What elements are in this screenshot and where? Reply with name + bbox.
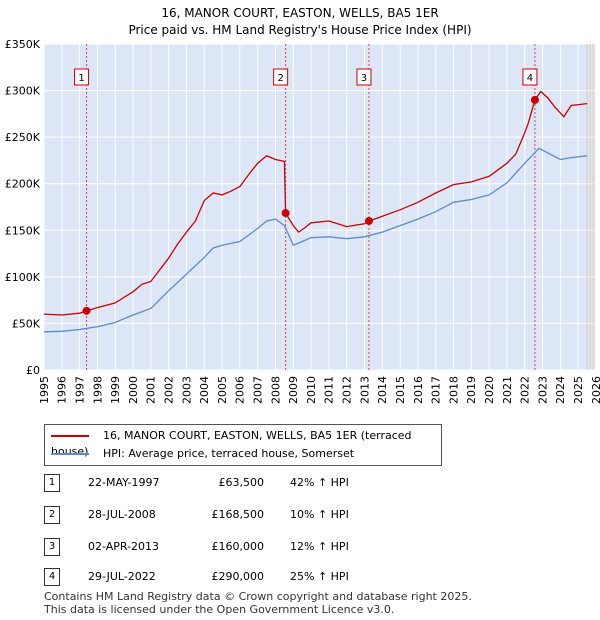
x-tick-label: 1995 [38,376,51,404]
x-tick-label: 2001 [145,376,158,404]
sale-date: 28-JUL-2008 [88,508,156,521]
sale-label-box [74,68,90,86]
x-tick-label: 2026 [590,376,600,404]
x-tick-label: 2020 [483,376,496,404]
y-tick-label: £50K [12,317,41,330]
x-tick-label: 1999 [109,376,122,404]
sale-date: 29-JUL-2022 [88,570,156,583]
sale-date: 22-MAY-1997 [88,476,160,489]
sale-hpi: 25% ↑ HPI [290,570,349,583]
y-tick-label: £350K [5,38,41,51]
sale-row: 3 02-APR-2013 £160,000 12% ↑ HPI [44,538,444,558]
plot-background [44,44,596,370]
sale-markers: 1 2 3 4 [74,44,538,370]
sale-date: 02-APR-2013 [88,540,160,553]
sale-point [530,95,539,104]
x-tick-label: 2022 [519,376,532,404]
sale-label: 3 [361,73,367,84]
x-tick-label: 2012 [341,376,354,404]
x-tick-label: 2024 [554,376,567,404]
x-tick-label: 2005 [216,376,229,404]
sale-number: 1 [44,474,60,492]
sale-point [281,209,290,218]
chart-subtitle: Price paid vs. HM Land Registry's House … [128,23,472,37]
y-tick-label: £150K [5,224,41,237]
sale-price: £168,500 [211,508,265,521]
x-tick-label: 2016 [412,376,425,404]
sale-points [82,95,539,315]
series-line [43,147,588,333]
x-tick-label: 2019 [465,376,478,404]
legend-swatch-property [51,435,89,437]
footer-licence: This data is licensed under the Open Gov… [44,603,395,616]
sale-number: 2 [44,506,60,524]
legend-swatch-hpi [51,453,89,455]
x-tick-label: 2007 [252,376,265,404]
x-tick-label: 2010 [305,376,318,404]
axis-ticks: £0 £50K £100K £150K £200K £250K £300K £350K 1995… [5,38,600,404]
y-tick-label: £200K [5,178,41,191]
sale-label: 4 [527,73,533,84]
x-tick-label: 2002 [162,376,175,404]
x-tick-label: 2009 [287,376,300,404]
x-tick-label: 2013 [358,376,371,404]
x-tick-label: 1997 [73,376,86,404]
x-tick-label: 2018 [447,376,460,404]
y-tick-label: £0 [26,364,40,377]
sale-price: £290,000 [211,570,265,583]
legend: 16, MANOR COURT, EASTON, WELLS, BA5 1ER … [44,424,442,466]
x-tick-label: 1996 [56,376,69,404]
sale-label: 1 [78,73,84,84]
y-tick-label: £100K [5,271,41,284]
x-tick-label: 2015 [394,376,407,404]
future-shade [587,44,596,370]
sale-label-box [356,68,372,86]
x-tick-label: 1998 [91,376,104,404]
x-tick-label: 2006 [234,376,247,404]
y-tick-label: £250K [5,131,41,144]
x-tick-label: 2025 [572,376,585,404]
sale-row: 2 28-JUL-2008 £168,500 10% ↑ HPI [44,506,444,526]
sale-hpi: 10% ↑ HPI [290,508,349,521]
sale-label-box [273,68,289,86]
legend-item-property: 16, MANOR COURT, EASTON, WELLS, BA5 1ER … [51,428,441,458]
chart-title: 16, MANOR COURT, EASTON, WELLS, BA5 1ER [161,6,439,20]
x-tick-label: 2011 [323,376,336,404]
sale-row: 1 22-MAY-1997 £63,500 42% ↑ HPI [44,474,444,494]
x-tick-label: 2023 [536,376,549,404]
sale-label: 2 [277,73,283,84]
footer-copyright: Contains HM Land Registry data © Crown c… [44,590,472,603]
x-tick-label: 2000 [127,376,140,404]
x-tick-label: 2014 [376,376,389,404]
x-tick-label: 2008 [269,376,282,404]
price-chart: 1 2 3 4 £0 £50K £100K £150K £200K £250K £300K £350… [5,38,600,404]
legend-label-hpi: HPI: Average price, terraced house, Some… [103,447,355,460]
sale-number: 4 [44,568,60,586]
series-line [43,90,588,316]
sale-point [82,306,91,315]
sale-price: £63,500 [218,476,265,489]
x-tick-label: 2003 [180,376,193,404]
sale-point [364,216,373,225]
legend-item-hpi: HPI: Average price, terraced house, Some… [51,446,354,462]
x-tick-label: 2017 [430,376,443,404]
series-lines [43,90,588,333]
x-tick-label: 2004 [198,376,211,404]
sale-price: £160,000 [211,540,265,553]
x-tick-label: 2021 [501,376,514,404]
sale-number: 3 [44,538,60,556]
gridlines [43,43,597,371]
sale-hpi: 42% ↑ HPI [290,476,349,489]
y-tick-label: £300K [5,85,41,98]
sale-row: 4 29-JUL-2022 £290,000 25% ↑ HPI [44,568,444,588]
sale-hpi: 12% ↑ HPI [290,540,349,553]
sale-label-box [522,68,538,86]
